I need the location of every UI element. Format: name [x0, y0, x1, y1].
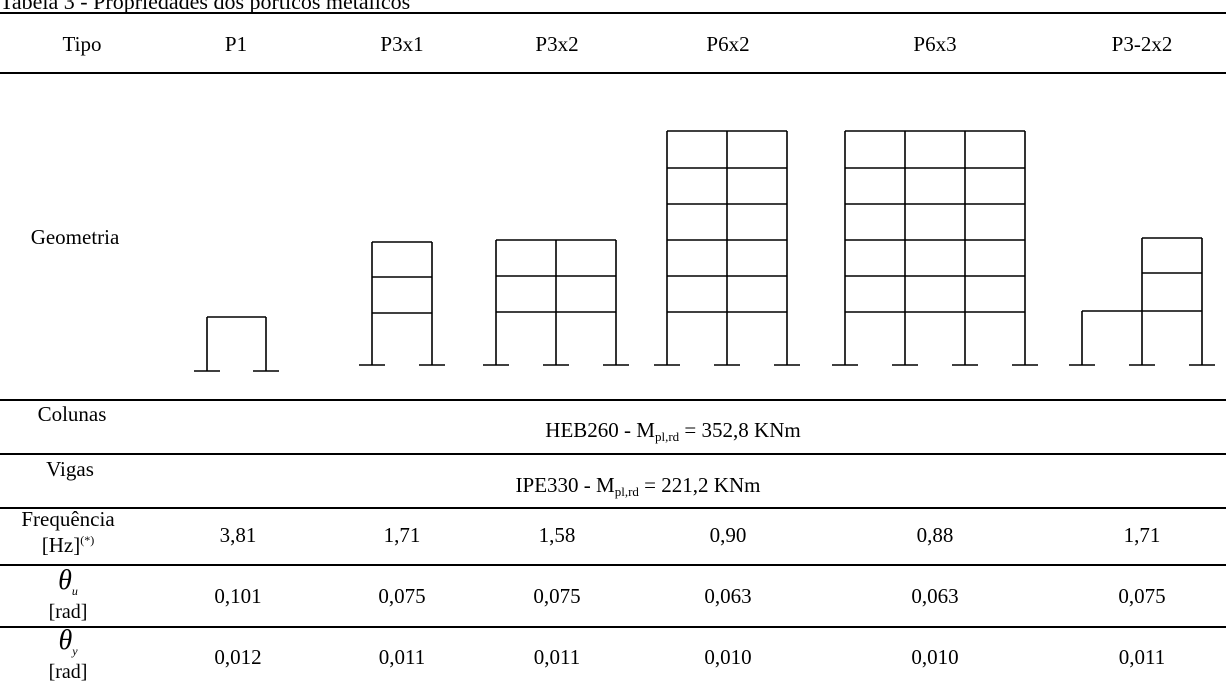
header-tipo: Tipo [62, 32, 102, 56]
theta-y-label: θy [rad] [48, 627, 88, 683]
theta-u-value-p3-2x2: 0,075 [1118, 584, 1166, 608]
theta-u-symbol-wrap: θu [49, 567, 88, 602]
theta-y-unit: [rad] [48, 661, 88, 683]
vigas-label: Vigas [46, 457, 94, 481]
theta-y-subscript: y [72, 644, 78, 658]
frequencia-value-p1: 3,81 [219, 523, 257, 547]
vigas-value: = 221,2 KNm [644, 473, 761, 497]
theta-y-value-p6x3: 0,010 [911, 645, 959, 669]
frequencia-label: Frequência [Hz](*) [21, 509, 114, 556]
theta-u-value-p1: 0,101 [214, 584, 262, 608]
theta-u-symbol: θ [58, 565, 72, 596]
table-top-rule [0, 12, 1226, 14]
theta-u-label: θu [rad] [48, 567, 88, 623]
theta-u-rule [0, 626, 1226, 628]
frequencia-footnote: (*) [80, 533, 95, 547]
theta-u-value-p6x2: 0,063 [704, 584, 752, 608]
header-type-p3-2x2: P3-2x2 [1111, 32, 1173, 56]
colunas-value: = 352,8 KNm [684, 418, 801, 442]
columns-rule [0, 453, 1226, 455]
geometria-label: Geometria [30, 225, 120, 249]
frequencia-value-p6x3: 0,88 [916, 523, 954, 547]
vigas-profile: IPE330 - M [515, 473, 615, 497]
colunas-label: Colunas [37, 402, 107, 426]
header-type-p3x2: P3x2 [535, 32, 579, 56]
theta-y-value-p1: 0,012 [214, 645, 262, 669]
frequencia-value-p3-2x2: 1,71 [1123, 523, 1161, 547]
theta-y-symbol: θ [58, 625, 73, 656]
theta-y-value-p3x1: 0,011 [378, 645, 426, 669]
geometry-rule [0, 399, 1226, 401]
frequencia-label-line2: [Hz] [41, 533, 81, 557]
frame-p6x2 [654, 130, 800, 366]
frequencia-value-p3x1: 1,71 [383, 523, 421, 547]
header-type-p6x2: P6x2 [706, 32, 750, 56]
frequencia-label-line1: Frequência [21, 507, 115, 531]
theta-y-value-p3-2x2: 0,011 [1118, 645, 1166, 669]
frame-p3-2x2 [1069, 237, 1215, 366]
header-type-p3x1: P3x1 [380, 32, 424, 56]
beams-rule [0, 507, 1226, 509]
vigas-subscript: pl,rd [614, 484, 639, 499]
frequencia-value-p3x2: 1,58 [538, 523, 576, 547]
theta-y-value-p6x2: 0,010 [704, 645, 752, 669]
vigas-spec: IPE330 - Mpl,rd = 221,2 KNm [516, 473, 761, 500]
theta-u-value-p3x2: 0,075 [533, 584, 581, 608]
frame-p3x1 [359, 241, 445, 366]
colunas-subscript: pl,rd [654, 429, 680, 444]
theta-u-subscript: u [71, 584, 78, 598]
colunas-profile: HEB260 - M [545, 418, 655, 442]
frequencia-value-p6x2: 0,90 [709, 523, 747, 547]
table-caption: Tabela 3 - Propriedades dos pórticos met… [0, 0, 411, 14]
theta-u-unit: [rad] [48, 601, 88, 623]
theta-u-value-p3x1: 0,075 [378, 584, 426, 608]
frame-p6x3 [832, 130, 1038, 366]
colunas-spec: HEB260 - Mpl,rd = 352,8 KNm [545, 418, 800, 445]
header-type-p1: P1 [224, 32, 248, 56]
theta-y-symbol-wrap: θy [49, 627, 88, 662]
header-type-p6x3: P6x3 [913, 32, 957, 56]
frequency-rule [0, 564, 1226, 566]
frame-p1 [194, 316, 279, 372]
theta-y-value-p3x2: 0,011 [533, 645, 581, 669]
theta-u-value-p6x3: 0,063 [911, 584, 959, 608]
header-rule [0, 72, 1226, 74]
frame-p3x2 [483, 239, 629, 366]
